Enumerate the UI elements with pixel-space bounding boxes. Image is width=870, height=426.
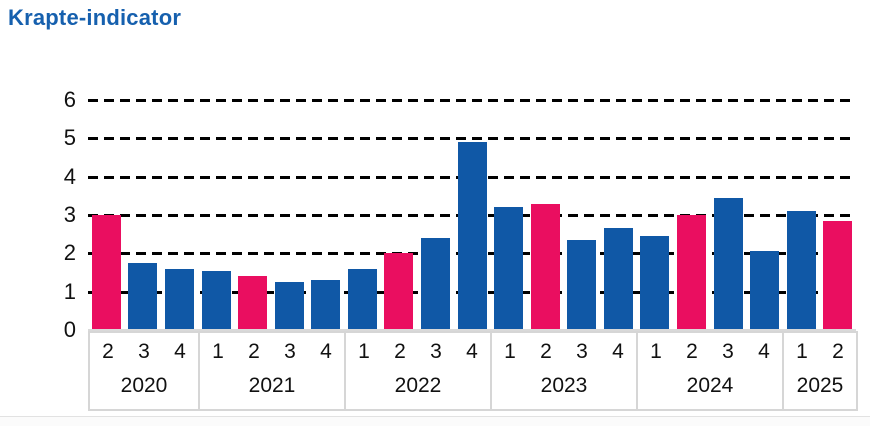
bottom-divider (0, 416, 870, 417)
quarter-label-row: 1 2 3 4 (346, 338, 490, 370)
y-tick-label-6: 6 (63, 87, 76, 112)
bar-2021-q3 (274, 282, 304, 330)
bar-2022-q4 (457, 142, 487, 330)
y-tick-label-2: 2 (63, 240, 76, 266)
x-axis-group-2024: 1 2 3 4 2024 (636, 331, 784, 411)
quarter-label-2022-q4: 4 (466, 340, 478, 363)
year-label-2024: 2024 (686, 374, 734, 397)
x-axis-baseline (88, 329, 856, 331)
bar-2024-q2 (676, 215, 706, 330)
quarter-label-2021-q2: 2 (248, 340, 260, 363)
quarter-label-2022-q3: 3 (430, 340, 442, 363)
gridline-6 (88, 99, 856, 102)
x-axis-groups: 2 3 4 2020 1 2 3 4 2021 1 2 3 4 2022 1 2 3 4 2023 1 2 3 4 2024 1… (88, 331, 858, 411)
plot-area (88, 99, 856, 330)
quarter-label-2020-q2: 2 (102, 340, 114, 363)
x-axis-group-2023: 1 2 3 4 2023 (490, 331, 638, 411)
bar-2023-q1 (494, 207, 524, 330)
bar-2025-q1 (786, 211, 816, 330)
quarter-label-2025-q1: 1 (796, 340, 808, 363)
quarter-label-row: 1 2 3 4 (200, 338, 344, 370)
bar-2025-q2 (823, 220, 853, 330)
bar-2020-q2 (91, 215, 121, 330)
bar-2024-q3 (713, 197, 743, 330)
quarter-label-2020-q4: 4 (174, 340, 186, 363)
y-tick-label-1: 1 (63, 278, 76, 304)
bar-2024-q1 (640, 236, 670, 330)
quarter-label-2021-q3: 3 (284, 340, 296, 363)
quarter-label-2021-q4: 4 (320, 340, 332, 363)
year-label-2020: 2020 (120, 374, 168, 397)
quarter-label-2024-q2: 2 (686, 340, 698, 363)
quarter-label-2023-q2: 2 (540, 340, 552, 363)
quarter-label-row: 2 3 4 (90, 338, 198, 370)
bar-2020-q4 (164, 268, 194, 330)
year-label-2023: 2023 (540, 374, 588, 397)
bar-2022-q3 (420, 238, 450, 330)
bottom-strip (0, 417, 870, 426)
bar-2023-q2 (530, 203, 560, 330)
x-axis-group-2022: 1 2 3 4 2022 (344, 331, 492, 411)
quarter-label-row: 1 2 3 4 (638, 338, 782, 370)
bar-2023-q3 (567, 239, 597, 330)
bar-2021-q1 (201, 270, 231, 330)
bar-2023-q4 (603, 228, 633, 330)
y-tick-label-4: 4 (63, 163, 76, 189)
quarter-label-2023-q4: 4 (612, 340, 624, 363)
year-label-2022: 2022 (394, 374, 442, 397)
x-axis-group-2021: 1 2 3 4 2021 (198, 331, 346, 411)
quarter-label-row: 1 2 3 4 (492, 338, 636, 370)
bar-2022-q2 (384, 253, 414, 330)
y-tick-label-3: 3 (63, 202, 76, 227)
x-axis-group-2020: 2 3 4 2020 (88, 331, 200, 411)
quarter-label-2020-q3: 3 (138, 340, 150, 363)
quarter-label-2024-q4: 4 (758, 340, 770, 363)
year-label-2021: 2021 (248, 374, 296, 397)
quarter-label-2025-q2: 2 (832, 340, 844, 363)
quarter-label-2021-q1: 1 (212, 340, 224, 363)
bar-2021-q4 (311, 280, 341, 330)
bar-2020-q3 (128, 262, 158, 330)
bar-2022-q1 (347, 268, 377, 330)
quarter-label-2023-q3: 3 (576, 340, 588, 363)
quarter-label-2024-q3: 3 (722, 340, 734, 363)
bar-2021-q2 (238, 276, 268, 330)
quarter-label-2023-q1: 1 (504, 340, 516, 363)
y-tick-label-0: 0 (63, 317, 76, 342)
quarter-label-2024-q1: 1 (650, 340, 662, 363)
gridline-5 (88, 137, 856, 141)
quarter-label-2022-q2: 2 (394, 340, 406, 363)
chart-title: Krapte-indicator (8, 5, 182, 30)
year-label-2025: 2025 (796, 374, 844, 397)
bar-2024-q4 (750, 251, 780, 330)
x-axis-group-2025: 1 2 2025 (782, 331, 858, 411)
quarter-label-2022-q1: 1 (358, 340, 370, 363)
y-tick-label-5: 5 (63, 125, 76, 151)
